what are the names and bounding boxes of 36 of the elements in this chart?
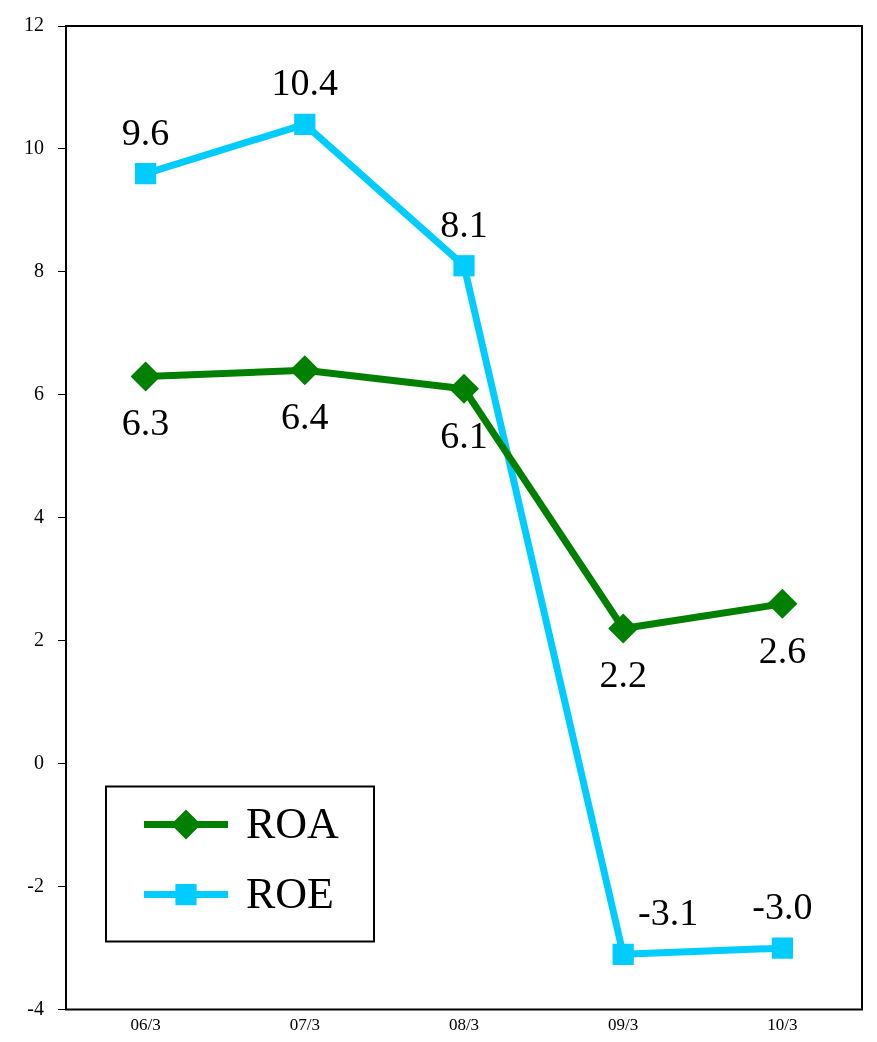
point <box>612 943 634 965</box>
data-label: -3.1 <box>638 891 699 934</box>
data-label: 10.4 <box>271 61 339 104</box>
y-tick-label: 6 <box>34 382 44 405</box>
point <box>134 162 157 185</box>
point <box>289 355 320 386</box>
x-tick-label: 09/3 <box>608 1015 639 1035</box>
legend-label: ROA <box>246 799 340 849</box>
point <box>130 361 161 392</box>
data-label: 6.4 <box>281 395 329 438</box>
data-label: 9.6 <box>121 110 170 153</box>
data-label: 2.6 <box>758 628 807 671</box>
y-tick-label: -2 <box>27 873 44 896</box>
point <box>771 937 794 959</box>
x-tick-label: 06/3 <box>130 1015 161 1035</box>
legend-label: ROE <box>246 869 334 919</box>
point <box>449 373 479 404</box>
y-tick-label: 12 <box>24 13 44 36</box>
y-tick-label: 8 <box>34 259 44 282</box>
point <box>294 113 316 135</box>
x-tick-label: 10/3 <box>767 1015 798 1035</box>
data-label: 2.2 <box>599 653 647 696</box>
data-label: -3.0 <box>752 885 813 928</box>
y-tick-label: 2 <box>34 628 44 650</box>
x-tick-label: 08/3 <box>448 1015 480 1035</box>
point <box>767 588 798 619</box>
data-label: 8.1 <box>440 202 488 245</box>
point <box>453 255 475 277</box>
y-tick-label: -4 <box>27 996 44 1019</box>
y-tick-label: 10 <box>24 136 44 159</box>
data-label: 6.3 <box>121 401 170 444</box>
data-label: 6.1 <box>440 413 488 456</box>
y-tick-label: 0 <box>34 750 44 773</box>
x-tick-label: 07/3 <box>289 1015 320 1035</box>
y-tick-label: 4 <box>34 505 44 528</box>
point <box>608 613 639 644</box>
